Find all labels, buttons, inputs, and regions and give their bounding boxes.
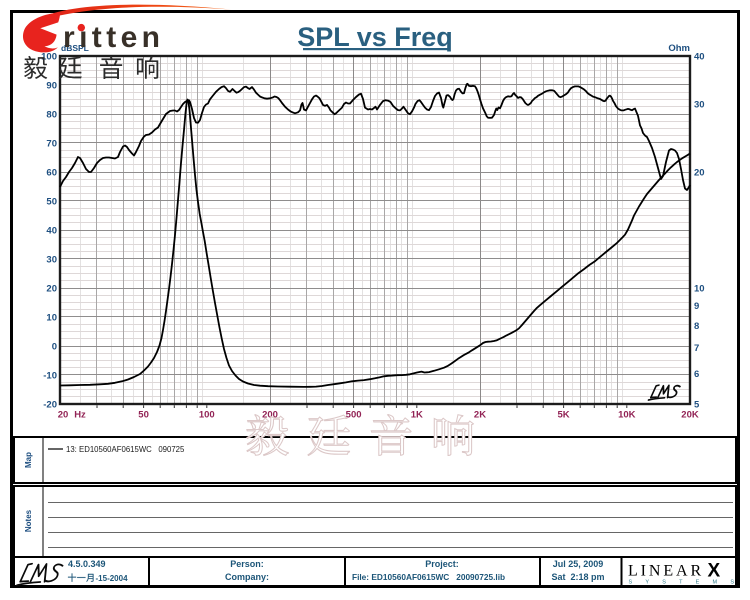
svg-text:70: 70 (46, 139, 57, 150)
svg-text:13: ED10560AF0615WC 090725: 13: ED10560AF0615WC 090725 (66, 445, 185, 454)
svg-text:30: 30 (46, 255, 57, 266)
svg-text:60: 60 (46, 168, 57, 179)
svg-text:1K: 1K (411, 410, 423, 421)
svg-text:5K: 5K (558, 410, 570, 421)
svg-text:200: 200 (262, 410, 278, 421)
svg-text:2K: 2K (474, 410, 486, 421)
svg-text:6: 6 (694, 369, 699, 380)
svg-text:80: 80 (46, 110, 57, 121)
svg-text:0: 0 (52, 342, 57, 353)
svg-text:90: 90 (46, 81, 57, 92)
svg-text:50: 50 (138, 410, 149, 421)
svg-text:10K: 10K (618, 410, 636, 421)
svg-text:-15-2004: -15-2004 (96, 574, 129, 583)
svg-text:9: 9 (694, 301, 699, 312)
svg-text:X: X (708, 561, 721, 582)
svg-text:4.5.0.349: 4.5.0.349 (68, 559, 106, 569)
svg-text:Ohm: Ohm (668, 43, 690, 54)
svg-text:File: ED10560AF0615WC 200907: File: ED10560AF0615WC 20090725.lib (352, 572, 505, 582)
svg-text:10: 10 (694, 284, 705, 295)
svg-text:8: 8 (694, 321, 699, 332)
svg-text:40: 40 (694, 52, 705, 63)
svg-text:50: 50 (46, 197, 57, 208)
svg-text:dBSPL: dBSPL (61, 43, 89, 53)
svg-text:100: 100 (199, 410, 215, 421)
svg-text:LINEAR: LINEAR (628, 563, 704, 580)
svg-text:-20: -20 (43, 400, 57, 411)
svg-text:SYSTEMS: SYSTEMS (629, 580, 748, 586)
svg-text:100: 100 (41, 52, 57, 63)
svg-text:Project:: Project: (425, 559, 459, 569)
svg-text:40: 40 (46, 226, 57, 237)
svg-text:Hz: Hz (74, 410, 86, 421)
svg-text:5: 5 (694, 400, 700, 411)
svg-text:20: 20 (46, 284, 57, 295)
svg-text:Person:: Person: (230, 559, 264, 569)
svg-text:SPL vs Freq: SPL vs Freq (297, 22, 453, 52)
svg-text:Notes: Notes (24, 509, 33, 532)
svg-text:7: 7 (694, 343, 699, 354)
svg-text:20: 20 (694, 168, 705, 179)
svg-text:Map: Map (24, 452, 33, 468)
svg-text:20K: 20K (681, 410, 699, 421)
svg-text:30: 30 (694, 100, 705, 111)
svg-text:Jul 25, 2009: Jul 25, 2009 (553, 559, 604, 569)
svg-text:20: 20 (58, 410, 69, 421)
svg-text:Company:: Company: (225, 572, 269, 582)
svg-text:500: 500 (346, 410, 362, 421)
svg-text:-10: -10 (43, 371, 57, 382)
svg-text:10: 10 (46, 313, 57, 324)
svg-text:Sat 2:18 pm: Sat 2:18 pm (551, 572, 604, 582)
